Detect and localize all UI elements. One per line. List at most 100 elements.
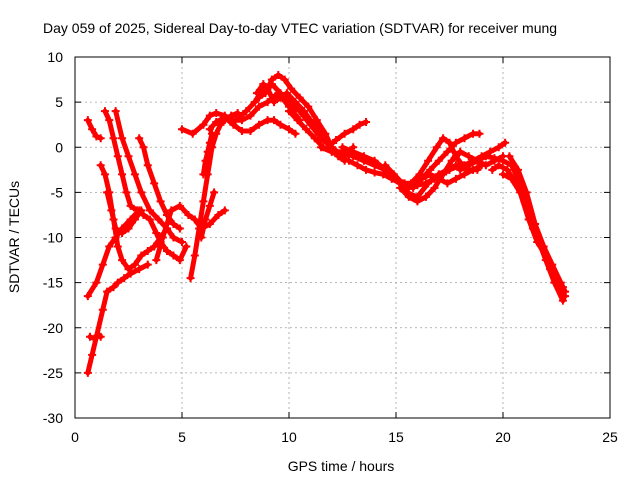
data-point [137, 251, 146, 260]
data-point [417, 174, 426, 183]
data-point [499, 156, 507, 165]
data-point [295, 93, 304, 102]
data-point [105, 242, 114, 251]
data-point [464, 152, 473, 161]
data-point [205, 111, 214, 120]
data-point [355, 120, 364, 129]
data-point [293, 116, 302, 125]
data-point [182, 242, 191, 251]
data-point [513, 165, 522, 174]
data-point [186, 274, 195, 283]
data-point [105, 116, 114, 125]
data-point [163, 247, 172, 256]
data-point [340, 129, 349, 138]
data-point [299, 107, 308, 116]
data-point [499, 170, 507, 179]
data-point [522, 188, 531, 197]
data-point [229, 120, 238, 129]
data-point [250, 98, 259, 107]
data-point [280, 75, 289, 84]
data-point [531, 219, 540, 228]
data-point [126, 269, 135, 278]
y-tick-label: -20 [43, 320, 63, 336]
data-point [96, 134, 105, 143]
data-point [118, 228, 127, 237]
data-point [274, 71, 283, 80]
data-point [109, 134, 118, 143]
data-point [135, 134, 144, 143]
data-point [92, 278, 101, 287]
data-point [451, 138, 460, 147]
data-point [451, 161, 460, 170]
data-point [396, 183, 405, 192]
data-point [126, 201, 135, 210]
data-point [118, 256, 127, 265]
series-arc-13 [197, 188, 219, 242]
data-point [205, 219, 214, 228]
y-tick-label: -5 [51, 184, 64, 200]
data-point [242, 107, 251, 116]
data-point [145, 206, 154, 215]
data-point [135, 265, 144, 274]
x-tick-label: 10 [281, 429, 297, 445]
series-line [153, 203, 228, 263]
data-point [120, 274, 129, 283]
data-point [421, 192, 430, 201]
data-point [212, 117, 221, 126]
data-point [494, 161, 503, 170]
x-tick-label: 0 [71, 429, 79, 445]
data-point [276, 120, 285, 129]
data-point [270, 98, 279, 107]
axis-ticks [74, 56, 611, 419]
series-line [198, 189, 217, 240]
data-point [252, 89, 261, 98]
y-tick-label: -10 [43, 230, 63, 246]
data-point [548, 260, 557, 269]
data-point [556, 278, 565, 287]
data-point [259, 80, 268, 89]
data-point [246, 127, 255, 136]
data-point [158, 233, 167, 242]
data-point [505, 152, 514, 161]
series-arc-10 [152, 201, 229, 265]
series-arc-8 [111, 107, 186, 247]
data-point [261, 89, 270, 98]
data-point [486, 147, 495, 156]
data-point [494, 143, 503, 152]
data-point [267, 75, 276, 84]
data-point [443, 147, 452, 156]
data-point [124, 265, 133, 274]
series-line [506, 153, 568, 295]
data-point [113, 242, 122, 251]
y-tick-label: 10 [47, 49, 63, 65]
data-point [237, 127, 246, 136]
x-tick-label: 20 [495, 429, 511, 445]
data-point [83, 116, 92, 125]
data-point [434, 156, 443, 165]
data-point [118, 170, 127, 179]
data-point [96, 332, 105, 341]
data-point [370, 168, 379, 177]
series-arc-25 [409, 129, 484, 188]
data-point [255, 93, 264, 102]
data-point [456, 165, 465, 174]
data-point [507, 174, 516, 183]
data-point [199, 120, 208, 129]
data-point [111, 107, 120, 116]
data-point [488, 165, 497, 174]
data-point [130, 215, 139, 224]
data-point [389, 170, 398, 179]
data-point [188, 129, 197, 138]
series-arc-9 [135, 134, 184, 233]
data-point [503, 165, 512, 174]
data-point [227, 111, 236, 120]
y-tick-label: -25 [43, 365, 63, 381]
data-point [282, 89, 291, 98]
data-point [432, 143, 441, 152]
data-point [327, 147, 336, 156]
data-point [291, 98, 300, 107]
data-point [310, 134, 319, 143]
data-point [152, 228, 161, 237]
data-point [460, 134, 469, 143]
